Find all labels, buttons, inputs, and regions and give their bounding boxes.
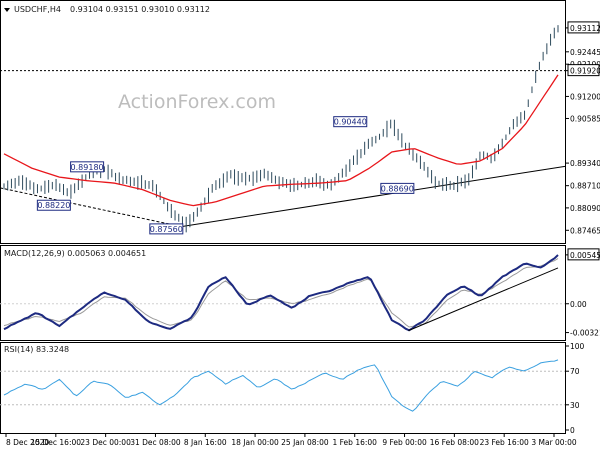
- price-tag-box: [567, 64, 600, 77]
- price-series-group: [0, 25, 566, 233]
- price-panel-frame: [0, 0, 566, 244]
- price-annotation: 0.87560: [149, 223, 184, 235]
- y-tick-label: 0.91200: [570, 92, 600, 101]
- y-axis-tick: 0.88710: [565, 182, 600, 191]
- annotation-box: [149, 223, 184, 235]
- y-axis-tick: 30: [565, 401, 580, 410]
- y-axis-group: 0.931120.924450.921000.912000.905850.893…: [565, 21, 600, 435]
- x-axis-tick: 31 Dec 08:00: [130, 433, 181, 447]
- price-tag-box: [567, 248, 600, 261]
- y-tick-label: 30: [570, 401, 580, 410]
- annotation-box: [70, 161, 105, 173]
- y-tick-label: 0.89340: [570, 159, 600, 168]
- price-annotation: 0.88690: [380, 182, 415, 194]
- y-axis-tick: 0.87465: [565, 226, 600, 235]
- y-axis-tick: 0.90585: [565, 114, 600, 123]
- x-axis-tick: 1 Feb 16:00: [333, 433, 378, 447]
- y-tick-label: 70: [570, 367, 580, 376]
- x-axis-tick: 18 Jan 00:00: [231, 433, 279, 447]
- annotation-label: 0.88690: [381, 184, 414, 193]
- y-tick-label: -0.003217: [570, 329, 600, 338]
- x-axis-tick: 25 Jan 08:00: [281, 433, 329, 447]
- rsi-line: [3, 359, 559, 412]
- rsi-panel-frame: [0, 342, 566, 434]
- y-tick-label: 0.93112: [570, 24, 600, 33]
- x-axis-tick: 23 Feb 16:00: [480, 433, 529, 447]
- y-tick-label: 100: [570, 342, 585, 351]
- annotation-label: 0.87560: [150, 225, 183, 234]
- y-axis-tick: 0.93112: [565, 21, 600, 34]
- price-annotation: 0.89180: [70, 161, 105, 173]
- macd-trendline: [408, 267, 559, 332]
- x-axis-tick: 15 Dec 16:00: [31, 433, 82, 447]
- macd-panel: MACD(12,26,9) 0.005063 0.004651: [0, 245, 566, 341]
- support-trendline: [170, 165, 566, 229]
- annotation-label: 0.89180: [71, 163, 104, 172]
- rsi-panel: RSI(14) 83.3248: [0, 342, 566, 434]
- x-tick-label: 25 Jan 08:00: [281, 438, 329, 447]
- x-tick-label: 16 Feb 08:00: [430, 438, 479, 447]
- caret-down-icon[interactable]: [4, 8, 10, 12]
- x-axis-tick: 23 Dec 00:00: [80, 433, 131, 447]
- y-tick-label: 0.90585: [570, 114, 600, 123]
- macd-series-group: [0, 254, 565, 332]
- y-axis-tick: 0.92445: [565, 48, 600, 57]
- x-tick-label: 3 Mar 00:00: [531, 438, 577, 447]
- annotation-box: [380, 182, 415, 194]
- y-tick-label: 0.88090: [570, 204, 600, 213]
- macd-line: [3, 254, 559, 332]
- x-tick-label: 31 Dec 08:00: [130, 438, 181, 447]
- annotation-group: 0.89180 0.88220 0.87560 0.90440 0.88690: [36, 116, 415, 235]
- annotation-box: [36, 199, 71, 211]
- x-axis-tick: 3 Mar 00:00: [531, 433, 577, 447]
- price-annotation: 0.88220: [36, 199, 71, 211]
- y-tick-label: 0.87465: [570, 226, 600, 235]
- x-tick-label: 23 Dec 00:00: [80, 438, 131, 447]
- annotation-label: 0.88220: [37, 201, 70, 210]
- macd-title: MACD(12,26,9) 0.005063 0.004651: [4, 249, 146, 258]
- annotation-box: [333, 116, 368, 128]
- y-axis-tick: 70: [565, 367, 580, 376]
- x-axis-tick: 8 Dec 2020: [5, 433, 49, 447]
- x-tick-label: 8 Jan 16:00: [184, 438, 227, 447]
- y-axis-tick: 0: [565, 426, 575, 435]
- x-tick-label: 23 Feb 16:00: [480, 438, 529, 447]
- macd-panel-frame: [0, 245, 566, 341]
- symbol-label: USDCHF,H4: [14, 5, 61, 14]
- y-tick-label: 0: [570, 426, 575, 435]
- y-tick-label: 0.005457: [570, 251, 600, 260]
- price-annotation: 0.90440: [333, 116, 368, 128]
- price-tag-box: [567, 21, 600, 34]
- rsi-series-group: [0, 359, 565, 412]
- x-axis-tick: 16 Feb 08:00: [430, 433, 479, 447]
- ohlc-readout: 0.93104 0.93151 0.93010 0.93112: [70, 5, 210, 14]
- y-tick-label: 0.92445: [570, 48, 600, 57]
- watermark: ActionForex.com: [118, 91, 276, 113]
- x-axis-tick: 8 Jan 16:00: [184, 433, 227, 447]
- x-tick-label: 9 Feb 00:00: [382, 438, 427, 447]
- y-axis-tick: 100: [565, 342, 585, 351]
- y-tick-label: 0.00: [570, 300, 587, 309]
- x-tick-label: 1 Feb 16:00: [333, 438, 378, 447]
- y-axis-tick: 0.88090: [565, 204, 600, 213]
- y-axis-tick: 0.00: [565, 300, 587, 309]
- y-tick-label: 0.88710: [570, 182, 600, 191]
- x-axis-tick: 9 Feb 00:00: [382, 433, 427, 447]
- y-axis-tick: 0.005457: [565, 248, 600, 261]
- price-panel: ActionForex.com USDCHF,H4 0.93104 0.9315…: [0, 0, 566, 244]
- rsi-title: RSI(14) 83.3248: [4, 345, 69, 354]
- y-axis-tick: 0.91920: [565, 64, 600, 77]
- y-axis-tick: 0.91200: [565, 92, 600, 101]
- annotation-label: 0.90440: [334, 118, 367, 127]
- x-tick-label: 8 Dec 2020: [6, 438, 49, 447]
- moving-average-line: [3, 74, 559, 207]
- x-tick-label: 18 Jan 00:00: [231, 438, 279, 447]
- y-axis-tick: -0.003217: [565, 329, 600, 338]
- y-axis-tick: 0.89340: [565, 159, 600, 168]
- y-tick-label: 0.91920: [570, 67, 600, 76]
- x-tick-label: 15 Dec 16:00: [31, 438, 82, 447]
